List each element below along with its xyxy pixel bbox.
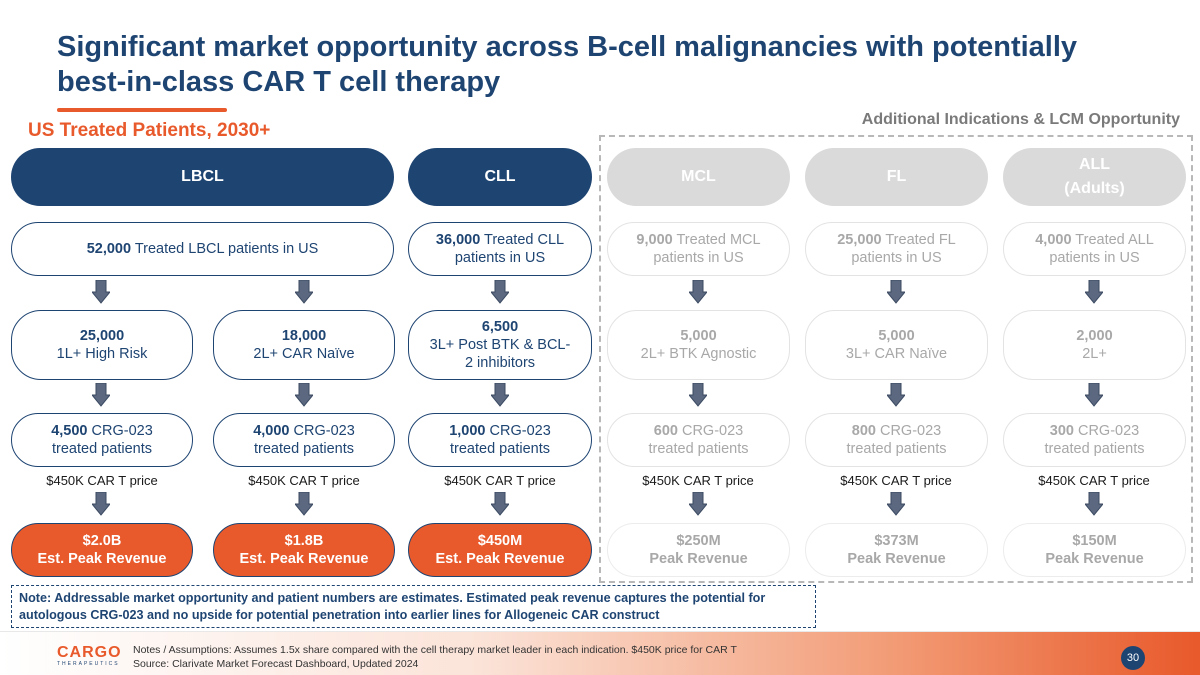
down-arrow-icon [295,383,313,407]
down-arrow-icon [92,492,110,516]
down-arrow-icon [1085,280,1103,304]
fl-treated-patients: 25,000 Treated FL patients in US [805,222,988,276]
lbcl-1l-crg023-patients: 4,500 CRG-023 treated patients [11,413,193,467]
estimates-note: Note: Addressable market opportunity and… [11,585,816,628]
fl-crg023-patients: 800 CRG-023 treated patients [805,413,988,467]
cargo-logo: CARGO THERAPEUTICS [57,644,122,668]
footer-bar [0,631,1200,675]
lbcl-treated-patients: 52,000 Treated LBCL patients in US [11,222,394,276]
cll-peak-revenue: $450M Est. Peak Revenue [408,523,592,577]
down-arrow-icon [491,492,509,516]
additional-indications-heading: Additional Indications & LCM Opportunity [861,111,1180,128]
price-label: $450K CAR T price [840,473,952,488]
down-arrow-icon [689,492,707,516]
lbcl-1l-peak-revenue: $2.0B Est. Peak Revenue [11,523,193,577]
down-arrow-icon [689,280,707,304]
all-treated-patients: 4,000 Treated ALL patients in US [1003,222,1186,276]
down-arrow-icon [689,383,707,407]
footer-divider [0,631,1200,632]
title-underline [57,108,227,112]
price-label: $450K CAR T price [46,473,158,488]
slide-title: Significant market opportunity across B-… [57,31,1078,98]
down-arrow-icon [1085,383,1103,407]
all-crg023-patients: 300 CRG-023 treated patients [1003,413,1186,467]
cll-crg023-patients: 1,000 CRG-023 treated patients [408,413,592,467]
down-arrow-icon [887,280,905,304]
mcl-2l-btk-agnostic: 5,000 2L+ BTK Agnostic [607,310,790,380]
header-all: ALL (Adults) [1003,148,1186,206]
mcl-peak-revenue: $250M Peak Revenue [607,523,790,577]
price-label: $450K CAR T price [248,473,360,488]
cll-3l-post-btk: 6,500 3L+ Post BTK & BCL- 2 inhibitors [408,310,592,380]
page-number: 30 [1121,646,1145,670]
down-arrow-icon [887,492,905,516]
header-cll: CLL [408,148,592,206]
fl-3l-car-naive: 5,000 3L+ CAR Naïve [805,310,988,380]
price-label: $450K CAR T price [444,473,556,488]
lbcl-1l-high-risk: 25,000 1L+ High Risk [11,310,193,380]
header-mcl: MCL [607,148,790,206]
down-arrow-icon [1085,492,1103,516]
lbcl-2l-crg023-patients: 4,000 CRG-023 treated patients [213,413,395,467]
down-arrow-icon [295,280,313,304]
down-arrow-icon [887,383,905,407]
mcl-crg023-patients: 600 CRG-023 treated patients [607,413,790,467]
down-arrow-icon [295,492,313,516]
lbcl-2l-car-naive: 18,000 2L+ CAR Naïve [213,310,395,380]
header-fl: FL [805,148,988,206]
footnotes: Notes / Assumptions: Assumes 1.5x share … [133,644,737,670]
price-label: $450K CAR T price [1038,473,1150,488]
down-arrow-icon [92,383,110,407]
price-label: $450K CAR T price [642,473,754,488]
lbcl-2l-peak-revenue: $1.8B Est. Peak Revenue [213,523,395,577]
down-arrow-icon [92,280,110,304]
header-lbcl: LBCL [11,148,394,206]
down-arrow-icon [491,383,509,407]
cll-treated-patients: 36,000 Treated CLL patients in US [408,222,592,276]
down-arrow-icon [491,280,509,304]
fl-peak-revenue: $373M Peak Revenue [805,523,988,577]
mcl-treated-patients: 9,000 Treated MCL patients in US [607,222,790,276]
all-peak-revenue: $150M Peak Revenue [1003,523,1186,577]
us-treated-heading: US Treated Patients, 2030+ [28,120,271,141]
additional-indications-region [599,135,1193,583]
all-2l: 2,000 2L+ [1003,310,1186,380]
